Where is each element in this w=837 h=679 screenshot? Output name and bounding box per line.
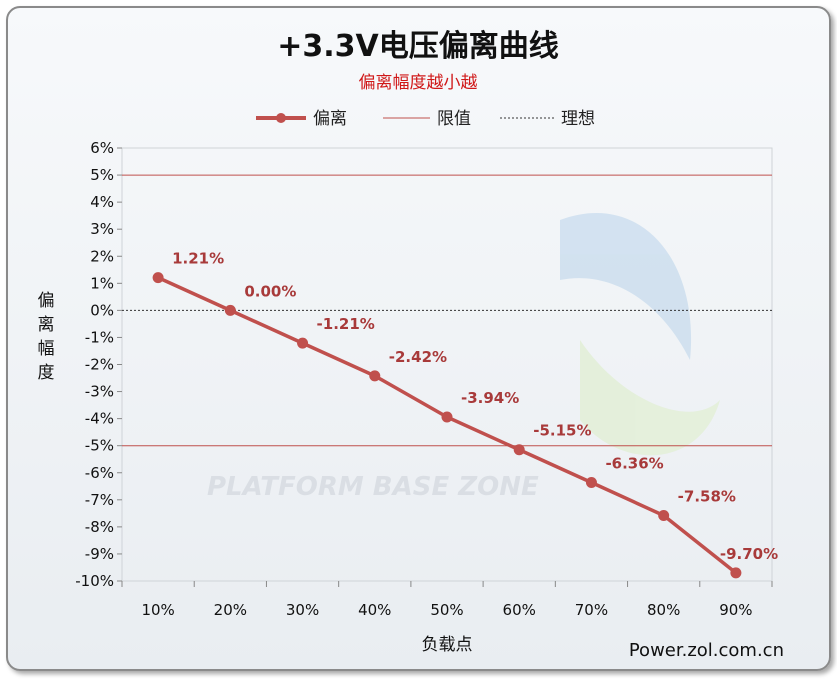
legend-label-ideal: 理想: [561, 109, 595, 129]
data-label: -9.70%: [720, 545, 778, 563]
reference-lines: [122, 174, 772, 447]
data-label: -7.58%: [678, 488, 736, 506]
y-tick-label: 6%: [90, 139, 114, 157]
data-label: -3.94%: [461, 389, 519, 407]
x-tick-label: 80%: [647, 601, 680, 619]
y-tick-label: -2%: [85, 356, 114, 374]
watermark: PLATFORM BASE ZONE: [207, 212, 720, 502]
data-label: -2.42%: [389, 348, 447, 366]
x-tick-label: 50%: [430, 601, 463, 619]
x-tick-label: 60%: [503, 601, 536, 619]
y-tick-label: -8%: [85, 518, 114, 536]
watermark-arc-green: [580, 340, 720, 456]
data-label: 0.00%: [244, 282, 296, 300]
y-tick-label: -3%: [85, 383, 114, 401]
y-tick-label: -4%: [85, 410, 114, 428]
x-tick-label: 70%: [575, 601, 608, 619]
legend-label-limit: 限值: [437, 109, 471, 129]
y-tick-label: 3%: [90, 220, 114, 238]
legend-label-deviation: 偏离: [313, 109, 347, 129]
y-axis-ticks: -10% -9% -8% -7% -6% -5% -4% -3% -2% -1% 0% 1% 2% 3% 4…: [75, 139, 122, 590]
y-tick-label: 1%: [90, 274, 114, 292]
x-tick-label: 40%: [358, 601, 391, 619]
data-label: -1.21%: [317, 315, 375, 333]
deviation-point: [369, 370, 381, 382]
deviation-point: [224, 304, 236, 316]
legend-marker-deviation: [276, 113, 286, 123]
y-tick-label: 4%: [90, 193, 114, 211]
y-tick-label: 0%: [90, 301, 114, 319]
x-axis-label: 负载点: [422, 635, 473, 655]
y-tick-label: -1%: [85, 328, 114, 346]
y-tick-label: 5%: [90, 166, 114, 184]
deviation-point: [297, 337, 309, 349]
y-tick-label: -6%: [85, 464, 114, 482]
source-credit: Power.zol.com.cn: [629, 640, 784, 661]
y-tick-label: -10%: [75, 572, 114, 590]
chart-frame: [6, 6, 831, 671]
data-labels: 1.21% 0.00% -1.21% -2.42% -3.94% -5.15% -6.36%…: [172, 250, 778, 563]
deviation-point: [152, 272, 164, 284]
y-axis-label: 偏离幅度: [38, 291, 55, 383]
y-tick-label: -7%: [85, 491, 114, 509]
deviation-point: [513, 444, 525, 456]
x-tick-label: 10%: [141, 601, 174, 619]
x-tick-label: 30%: [286, 601, 319, 619]
deviation-point: [585, 476, 597, 488]
data-label: -6.36%: [605, 454, 663, 472]
deviation-point: [441, 411, 453, 423]
data-label: 1.21%: [172, 250, 224, 268]
series-deviation: [152, 272, 742, 579]
chart-title: +3.3V电压偏离曲线: [277, 29, 559, 64]
deviation-point: [658, 510, 670, 522]
x-axis-ticks: 10% 20% 30% 40% 50% 60% 70% 80% 90%: [121, 581, 773, 619]
chart-subtitle: 偏离幅度越小越: [359, 73, 478, 93]
y-tick-label: 2%: [90, 247, 114, 265]
legend: 偏离 限值 理想: [256, 109, 595, 129]
x-tick-label: 20%: [214, 601, 247, 619]
y-tick-label: -9%: [85, 545, 114, 563]
data-label: -5.15%: [533, 422, 591, 440]
x-tick-label: 90%: [719, 601, 752, 619]
y-tick-label: -5%: [85, 437, 114, 455]
watermark-text: PLATFORM BASE ZONE: [207, 472, 539, 502]
deviation-point: [730, 567, 742, 579]
watermark-arc-blue: [560, 212, 692, 360]
